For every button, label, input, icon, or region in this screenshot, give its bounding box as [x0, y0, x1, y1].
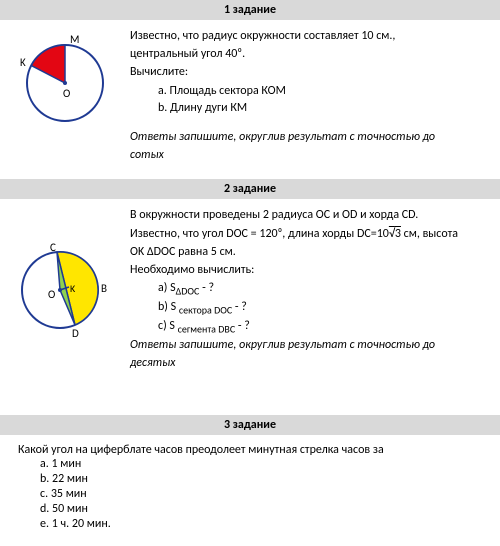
task2-header: 2 задание	[0, 179, 500, 199]
task3-item-d: d. 50 мин	[40, 502, 482, 516]
task1-line1: Известно, что радиус окружности составля…	[130, 28, 490, 44]
task1-line2: центральный угол 40⁰.	[130, 46, 490, 62]
task3-item-e: e. 1 ч. 20 мин.	[40, 517, 482, 531]
svg-text:C: C	[50, 241, 56, 254]
task2-svg: C D O B K	[15, 240, 115, 340]
task3-header: 3 задание	[0, 415, 500, 435]
svg-text:O: O	[48, 288, 55, 301]
task3-prompt: Какой угол на циферблате часов преодолее…	[18, 443, 482, 457]
task1-header: 1 задание	[0, 0, 500, 20]
task2-line3: OK ∆DOC равна 5 см.	[130, 244, 490, 260]
svg-text:M: M	[70, 33, 79, 46]
task1-footer2: сотых	[130, 147, 490, 163]
task2-line1: В окружности проведены 2 радиуса OC и OD…	[130, 207, 490, 223]
task2-item-a: a) S∆DOC - ?	[158, 280, 490, 298]
task1-item-b: b. Длину дуги КМ	[158, 100, 490, 116]
task1-footer1: Ответы запишите, округлив результат с то…	[130, 129, 490, 145]
task1-svg: M K О	[15, 28, 115, 128]
task1-item-a: a. Площадь сектора КОМ	[158, 83, 490, 99]
svg-text:D: D	[72, 327, 79, 340]
task2-footer2: десятых	[130, 355, 490, 371]
svg-text:K: K	[70, 282, 76, 295]
svg-text:О: О	[63, 87, 70, 100]
task2-line4: Необходимо вычислить:	[130, 262, 490, 278]
task1-content: Известно, что радиус окружности составля…	[130, 28, 490, 165]
task2-content: В окружности проведены 2 радиуса OC и OD…	[130, 207, 490, 373]
task2-footer1: Ответы запишите, округлив результат с то…	[130, 337, 490, 353]
task3-body: Какой угол на циферблате часов преодолее…	[0, 435, 500, 546]
task2-item-b: b) S сектора DOC - ?	[158, 299, 490, 317]
task1-line3: Вычислите:	[130, 64, 490, 80]
task2-body: C D O B K В окружности проведены 2 радиу…	[0, 199, 500, 387]
task1-diagram: M K О	[10, 28, 120, 165]
task2-diagram: C D O B K	[10, 207, 120, 373]
svg-text:B: B	[101, 282, 107, 295]
task2-line2b: см, высота	[401, 227, 458, 241]
task2-item-c: c) S сегмента DBC - ?	[158, 318, 490, 336]
task3-item-c: c. 35 мин	[40, 487, 482, 501]
task3-item-a: a. 1 мин	[40, 457, 482, 471]
task3-item-b: b. 22 мин	[40, 472, 482, 486]
task1-body: M K О Известно, что радиус окружности со…	[0, 20, 500, 179]
sqrt-overline: √3	[389, 227, 401, 241]
task2-line2a: Известно, что угол DOC = 120⁰, длина хор…	[130, 227, 389, 241]
task2-line2: Известно, что угол DOC = 120⁰, длина хор…	[130, 226, 490, 242]
svg-text:K: K	[20, 56, 26, 69]
